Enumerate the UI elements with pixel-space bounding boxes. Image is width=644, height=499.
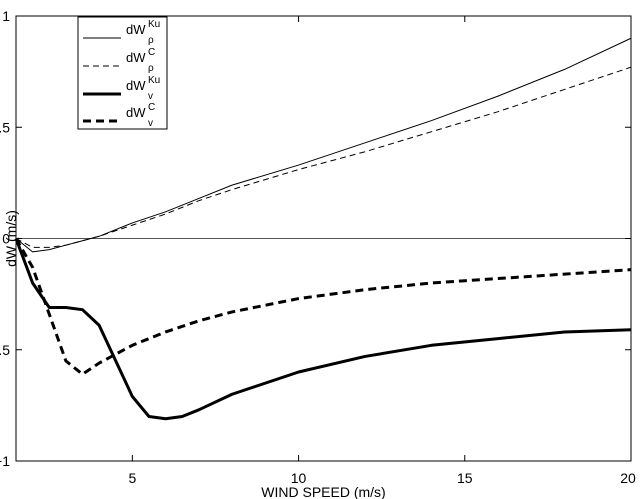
legend-box [77,16,168,130]
x-tick-label: 5 [128,470,136,486]
legend-label-sup-2: C [148,47,155,58]
legend-label-sub-1: ρ [148,35,154,46]
legend-label-1: dW [126,22,146,37]
x-tick-label: 20 [620,470,636,486]
x-tick-label: 10 [291,470,307,486]
legend-label-sup-3: Ku [148,75,160,86]
legend-label-sub-3: v [148,91,153,102]
legend-label-sub-2: ρ [148,63,154,74]
series-line-2 [15,66,632,248]
legend-label-4: dW [126,105,146,120]
series-line-3 [14,237,632,421]
legend-label-sub-4: v [148,118,153,129]
series-layer [14,37,632,421]
ticks-layer: 5 10 15 20 −1 −0.5 0 0.5 1 [0,8,636,486]
y-tick-label: 0.5 [0,119,10,135]
series-line-4 [14,237,632,376]
legend-label-3: dW [126,78,146,93]
legend-label-sup-1: Ku [148,19,160,30]
y-tick-label: 1 [2,8,10,24]
series-line-1 [15,37,632,253]
x-axis-label: WIND SPEED (m/s) [261,484,385,499]
legend-label-sup-4: C [148,102,155,113]
legend-label-2: dW [126,50,146,65]
y-axis-label: dW (m/s) [3,210,19,267]
y-tick-label: −1 [0,453,10,469]
y-tick-label: 0 [2,231,10,247]
x-tick-label: 15 [457,470,473,486]
y-tick-label: −0.5 [0,342,10,358]
